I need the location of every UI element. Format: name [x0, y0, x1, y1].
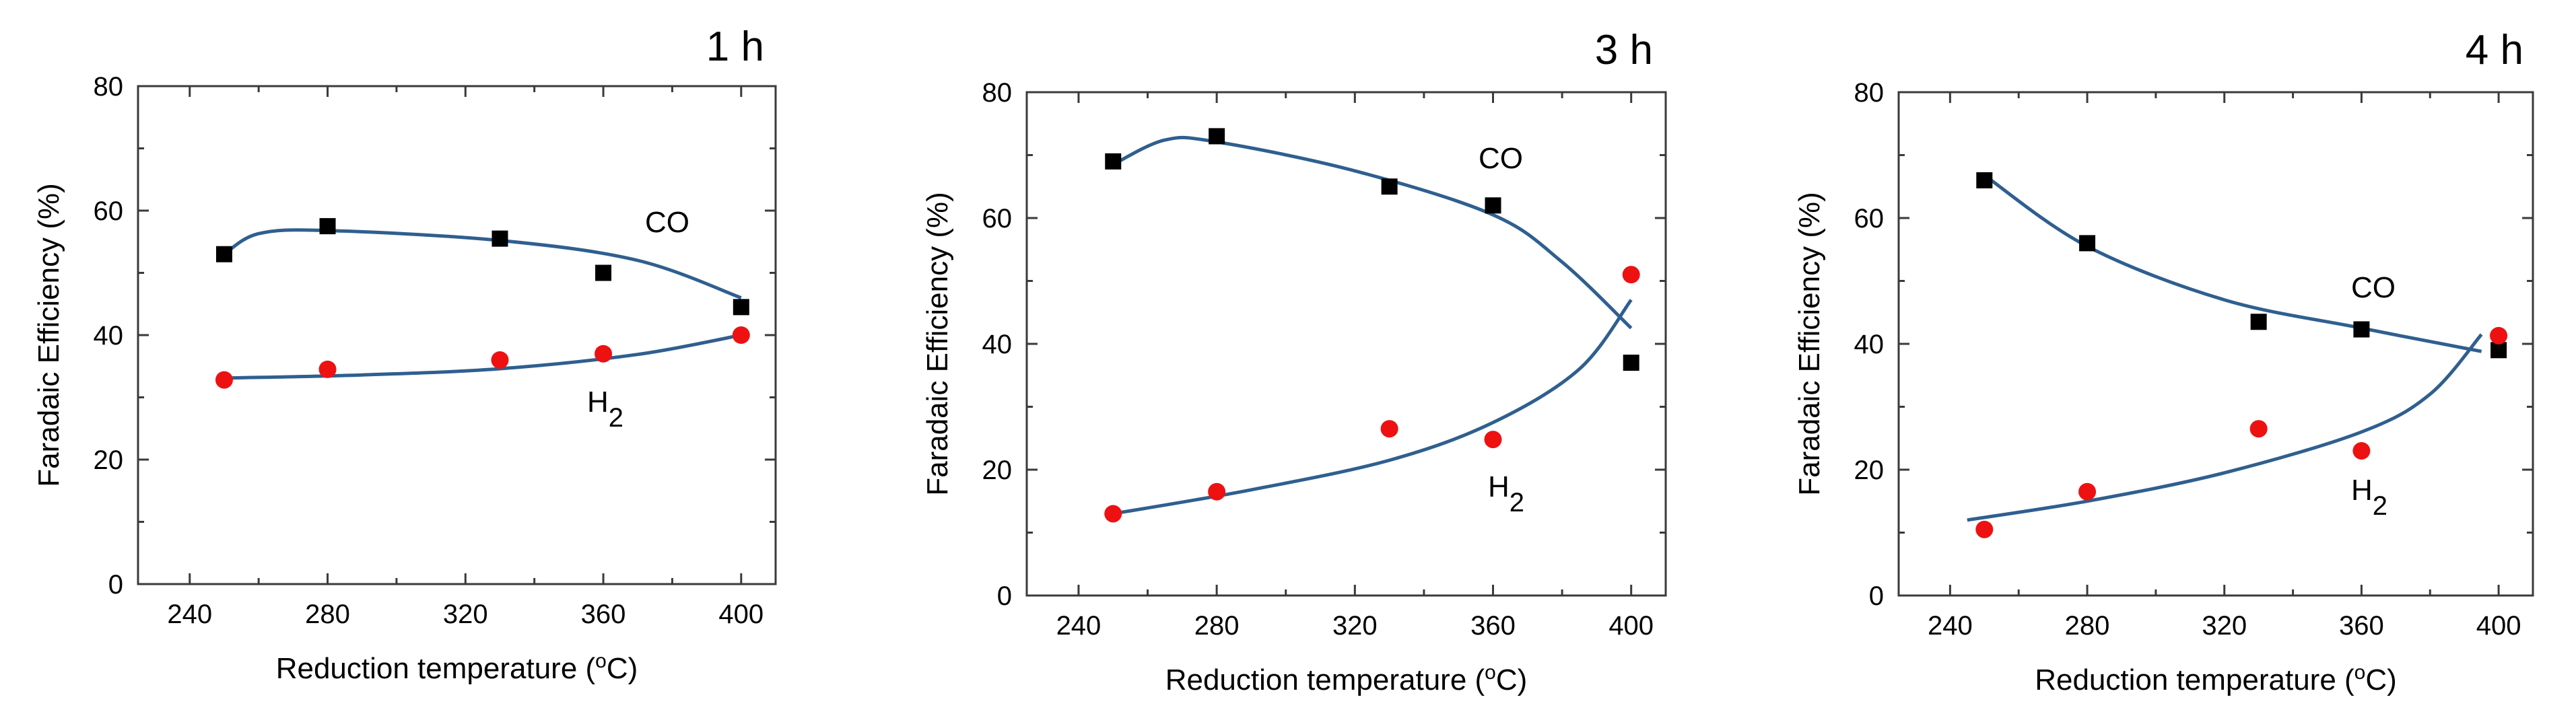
y-tick-label: 0 [1869, 581, 1884, 611]
fit-line-co [1112, 135, 1633, 330]
y-tick-label: 20 [94, 445, 124, 475]
data-point-h2 [491, 351, 509, 369]
y-tick-label: 60 [982, 204, 1013, 233]
y-axis-label: Faradaic Efficiency (%) [921, 192, 954, 496]
y-tick-label: 80 [94, 72, 124, 102]
y-tick-label: 0 [108, 570, 123, 600]
data-point-h2 [2352, 441, 2371, 460]
data-point-h2 [2078, 482, 2097, 501]
x-axis-label: Reduction temperature (oC) [1165, 661, 1528, 697]
x-axis-label: Reduction temperature (oC) [276, 650, 638, 686]
data-point-h2 [318, 360, 337, 378]
data-point-co [1381, 178, 1398, 195]
series-label-co: CO [2351, 271, 2396, 304]
y-tick-label: 80 [1854, 78, 1885, 108]
plot-frame [137, 85, 777, 585]
series-co: CO [215, 206, 749, 316]
data-point-h2 [595, 345, 613, 363]
series-label-co: CO [645, 206, 689, 239]
y-tick-label: 0 [997, 581, 1012, 611]
fit-line-h2 [1967, 333, 2483, 522]
data-point-co [1485, 197, 1501, 214]
series-label-h2: H2 [2351, 474, 2387, 521]
data-point-co [2079, 235, 2096, 252]
y-tick-label: 40 [94, 321, 124, 351]
series-co: CO [1105, 128, 1639, 371]
data-point-h2 [1622, 266, 1640, 284]
x-tick-label: 280 [2065, 611, 2110, 641]
y-tick-label: 40 [1854, 330, 1885, 359]
fit-line-co [223, 228, 742, 299]
data-point-co [733, 299, 749, 316]
data-point-h2 [2249, 420, 2268, 438]
data-point-h2 [2490, 326, 2508, 345]
x-tick-label: 240 [1928, 611, 1973, 641]
data-point-co [215, 246, 232, 262]
data-point-co [1209, 128, 1225, 145]
x-tick-label: 280 [305, 600, 350, 629]
data-point-co [319, 218, 336, 235]
series-label-co: CO [1479, 142, 1523, 175]
y-tick-label: 60 [1854, 204, 1885, 233]
y-tick-label: 60 [94, 196, 124, 226]
x-tick-label: 320 [443, 600, 488, 629]
data-point-co [1105, 153, 1122, 170]
fit-line-h2 [224, 333, 742, 380]
data-point-co [2353, 321, 2370, 338]
x-tick-label: 320 [1332, 611, 1378, 641]
fit-line-h2 [1112, 299, 1633, 515]
data-point-h2 [1380, 420, 1398, 438]
x-tick-label: 360 [581, 600, 626, 629]
data-point-h2 [215, 371, 233, 389]
chart-panel-1: 240 280 320 360 400 0 20 40 60 80 1 h Reduction tem… [32, 24, 777, 686]
x-tick-label: 320 [2202, 611, 2247, 641]
series-h2: H2 [1104, 266, 1640, 523]
x-tick-label: 400 [2476, 611, 2521, 641]
y-tick-label: 20 [982, 456, 1013, 485]
series-h2: H2 [1967, 326, 2508, 538]
data-point-h2 [1104, 505, 1122, 523]
series-co: CO [1976, 172, 2507, 359]
y-tick-label: 40 [982, 330, 1013, 359]
chart-title: 1 h [706, 24, 764, 70]
data-point-co [1976, 172, 1993, 188]
y-axis-label: Faradaic Efficiency (%) [1793, 192, 1826, 496]
series-h2: H2 [215, 326, 750, 433]
data-point-co [492, 230, 508, 247]
data-point-h2 [732, 326, 750, 344]
x-tick-label: 360 [1470, 611, 1516, 641]
chart-title: 4 h [2466, 27, 2523, 73]
fit-line-co [1983, 174, 2482, 353]
data-point-co [2250, 314, 2267, 330]
y-axis-label: Faradaic Efficiency (%) [32, 183, 65, 487]
data-point-co [1623, 355, 1639, 371]
x-tick-label: 240 [167, 600, 212, 629]
x-tick-label: 400 [718, 600, 764, 629]
data-point-co [2490, 342, 2507, 359]
y-tick-label: 20 [1854, 456, 1885, 485]
y-tick-label: 80 [982, 78, 1013, 108]
chart-title: 3 h [1595, 27, 1653, 73]
x-axis-label: Reduction temperature (oC) [2035, 661, 2397, 697]
data-point-co [595, 264, 612, 281]
x-tick-label: 400 [1608, 611, 1654, 641]
data-point-h2 [1208, 482, 1226, 501]
series-label-h2: H2 [1488, 470, 1524, 517]
series-label-h2: H2 [587, 386, 623, 433]
chart-panel-3: 240 280 320 360 400 0 20 40 60 80 4 h Reduction tem… [1793, 27, 2534, 697]
x-tick-label: 240 [1056, 611, 1101, 641]
x-tick-label: 280 [1194, 611, 1240, 641]
x-tick-label: 360 [2339, 611, 2384, 641]
data-point-h2 [1484, 431, 1502, 449]
data-point-h2 [1975, 520, 1994, 538]
chart-panel-2: 240 280 320 360 400 0 20 40 60 80 3 h Reduction tem… [921, 27, 1667, 697]
